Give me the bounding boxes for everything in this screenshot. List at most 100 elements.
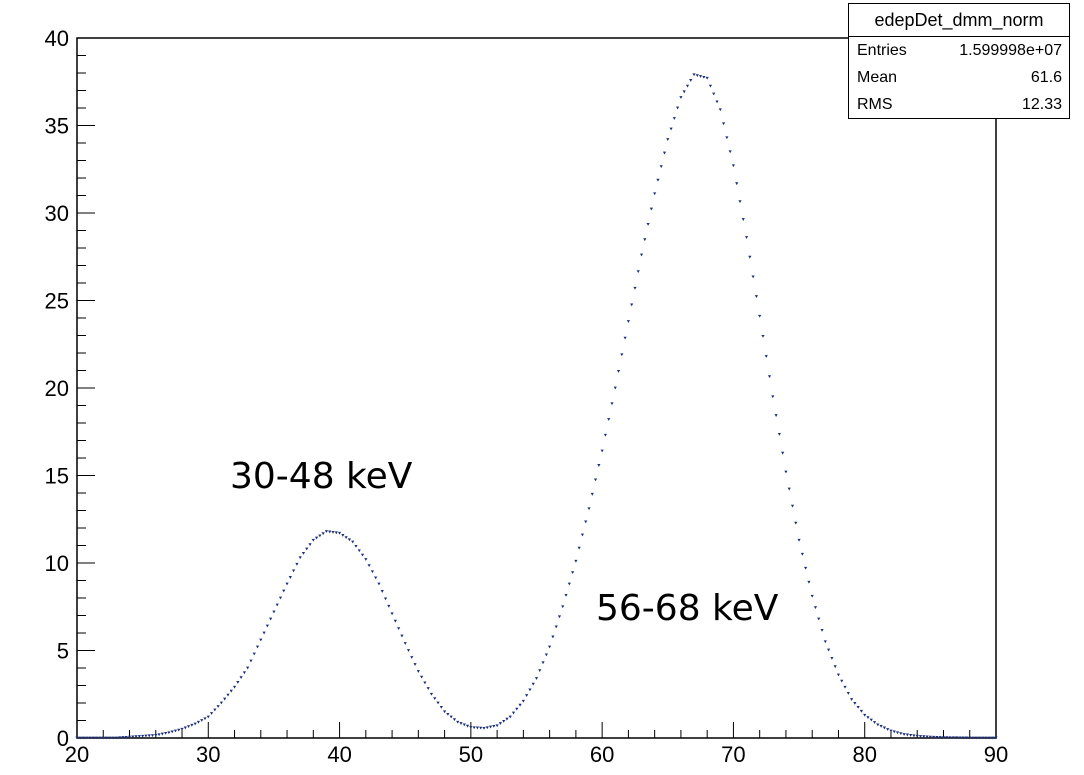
data-point: [426, 687, 430, 690]
data-point: [909, 733, 913, 737]
data-point: [374, 576, 378, 580]
y-tick-label: 20: [45, 376, 69, 401]
data-point: [813, 606, 818, 610]
data-point: [485, 726, 489, 730]
y-tick-label: 15: [45, 464, 69, 489]
data-point: [308, 543, 312, 547]
data-point: [817, 617, 821, 621]
data-point: [649, 207, 653, 211]
stats-label-rms: RMS: [857, 96, 893, 113]
data-point: [360, 553, 365, 557]
data-point: [511, 711, 516, 715]
data-point: [282, 589, 286, 593]
data-point: [164, 732, 168, 735]
data-point: [928, 735, 932, 739]
data-point: [964, 736, 969, 740]
data-point: [593, 478, 598, 482]
data-point: [557, 615, 562, 619]
data-point: [731, 164, 736, 168]
data-point: [377, 582, 381, 586]
data-point: [439, 705, 443, 709]
data-point: [502, 719, 506, 723]
data-point: [298, 556, 302, 560]
data-point: [492, 725, 496, 728]
stats-box-title: edepDet_dmm_norm: [849, 4, 1069, 37]
data-point: [144, 734, 148, 738]
data-point: [354, 544, 358, 548]
data-point: [456, 720, 460, 724]
data-point: [118, 736, 122, 740]
data-point: [735, 182, 739, 186]
x-tick-label: 60: [590, 742, 614, 767]
y-tick-label: 10: [45, 551, 69, 576]
data-point: [429, 692, 434, 696]
data-point: [446, 712, 450, 716]
data-point: [518, 703, 522, 707]
data-point: [443, 710, 447, 714]
data-point: [190, 723, 194, 727]
x-axis-ticks: [76, 722, 997, 738]
data-point: [351, 540, 355, 544]
x-tick-label: 80: [852, 742, 876, 767]
data-point: [800, 552, 804, 556]
data-point: [971, 736, 975, 740]
data-point: [823, 640, 827, 644]
data-point: [692, 73, 696, 77]
data-point: [131, 735, 135, 739]
data-point: [111, 736, 115, 740]
data-point: [574, 559, 578, 563]
data-point: [390, 612, 394, 616]
data-point: [387, 604, 391, 608]
data-point: [895, 731, 900, 735]
x-tick-label: 70: [721, 742, 745, 767]
stats-row-mean: Mean 61.6: [849, 64, 1069, 91]
data-point: [157, 733, 161, 737]
data-point: [987, 736, 992, 740]
data-point: [571, 571, 575, 575]
data-point: [223, 697, 227, 701]
data-point: [685, 84, 690, 88]
data-point: [974, 736, 978, 740]
data-point: [767, 375, 772, 379]
data-point: [78, 736, 82, 740]
data-point: [265, 624, 269, 628]
data-point: [229, 689, 233, 693]
data-point: [981, 736, 985, 740]
data-point: [544, 653, 548, 657]
data-point: [879, 725, 883, 728]
data-point: [108, 736, 112, 740]
data-point: [383, 597, 388, 601]
data-point: [705, 76, 709, 80]
data-point: [341, 534, 345, 537]
data-point: [196, 720, 201, 724]
data-point: [272, 610, 276, 614]
data-point: [702, 75, 706, 79]
data-point: [807, 580, 811, 584]
data-point: [607, 418, 611, 421]
data-point: [239, 676, 243, 680]
data-series-points: [75, 73, 998, 740]
data-point: [206, 715, 210, 719]
data-point: [255, 645, 260, 649]
data-point: [869, 718, 873, 722]
data-point: [659, 165, 663, 169]
data-point: [843, 685, 847, 689]
data-point: [781, 451, 785, 455]
data-point: [836, 673, 841, 677]
data-point: [610, 402, 614, 406]
stats-row-rms: RMS 12.33: [849, 91, 1069, 118]
data-point: [232, 685, 237, 689]
data-point: [236, 681, 240, 684]
data-point: [134, 735, 138, 739]
data-point: [991, 736, 995, 740]
data-point: [403, 642, 407, 645]
data-point: [160, 732, 164, 736]
stats-value-rms: 12.33: [1021, 96, 1062, 113]
x-axis-tick-labels: 20 30 40 50 60 70 80 90: [65, 742, 1008, 767]
data-point: [114, 736, 118, 740]
data-point: [209, 712, 214, 715]
data-point: [977, 736, 982, 740]
data-point: [541, 661, 545, 665]
data-point: [420, 675, 424, 679]
data-point: [922, 735, 926, 739]
